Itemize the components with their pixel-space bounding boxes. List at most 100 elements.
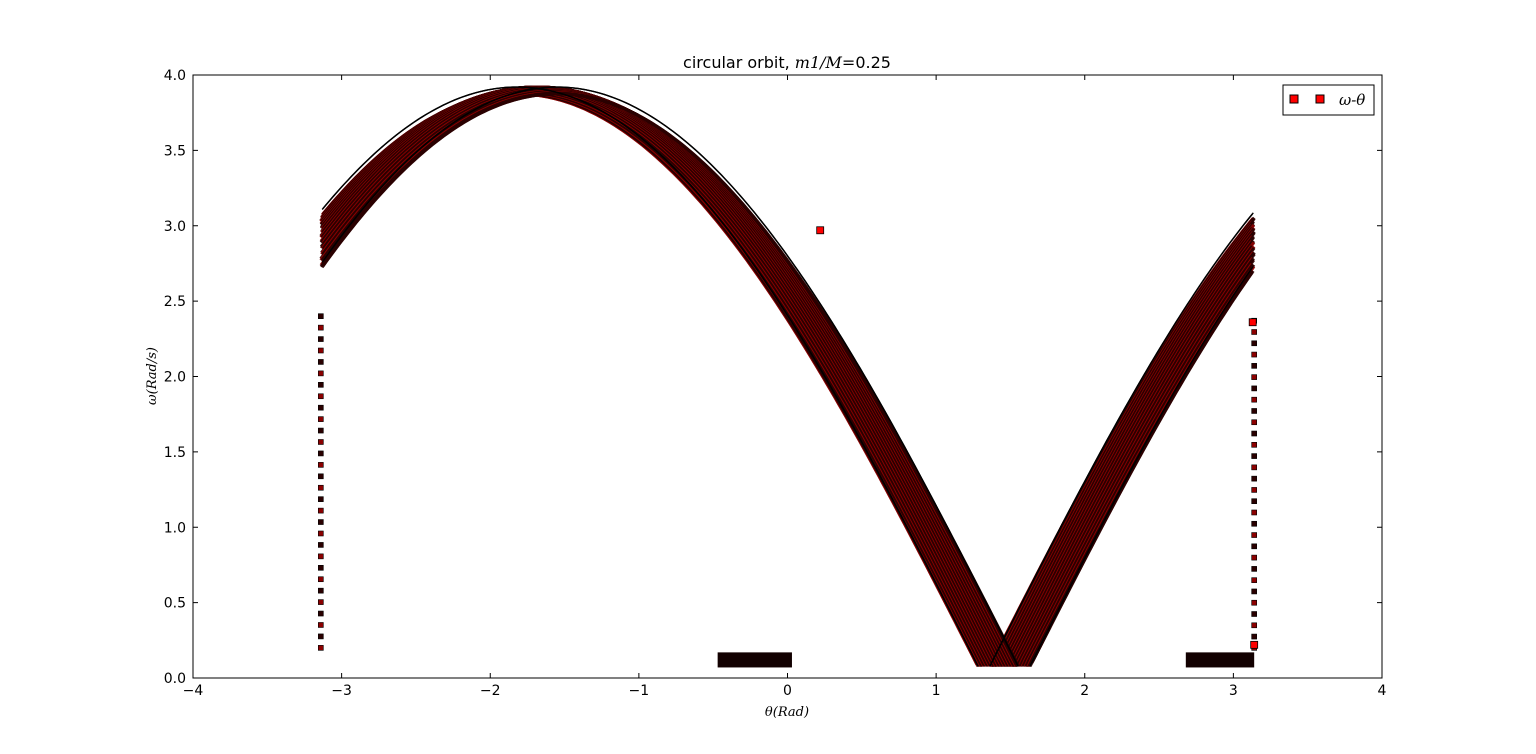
data-point <box>1251 453 1257 459</box>
data-point <box>318 347 324 354</box>
band-edge <box>1031 625 1051 663</box>
data-point <box>318 587 324 594</box>
y-tick-label: 0.0 <box>164 671 186 687</box>
data-point <box>1251 566 1257 572</box>
data-point <box>318 496 324 502</box>
band-bottom <box>717 652 792 668</box>
data-point <box>1251 509 1257 516</box>
data-point <box>1251 543 1257 550</box>
data-point <box>318 610 324 617</box>
omega-theta-series <box>318 85 1259 668</box>
data-point <box>318 462 324 468</box>
legend-marker <box>1289 94 1299 104</box>
data-point <box>318 324 324 331</box>
band-edge <box>321 86 978 665</box>
y-axis-label: ω(Rad/s) <box>145 347 160 405</box>
band-edge <box>991 625 1011 663</box>
data-point <box>318 313 324 320</box>
data-point <box>318 622 324 628</box>
data-point <box>1251 520 1257 527</box>
y-tick-label: 0.5 <box>164 596 186 612</box>
data-point <box>1251 430 1257 437</box>
data-point <box>318 416 324 422</box>
data-point <box>816 226 825 235</box>
band-edge <box>991 213 1253 662</box>
data-point <box>1251 498 1257 505</box>
data-point <box>318 633 324 640</box>
data-point <box>318 393 324 400</box>
data-point <box>318 484 324 491</box>
plot-area <box>318 85 1259 668</box>
data-point <box>318 427 324 434</box>
data-point <box>318 370 324 377</box>
y-tick-label: 2.0 <box>164 370 186 386</box>
data-point <box>1251 385 1257 392</box>
data-point <box>1251 599 1257 606</box>
x-axis-label: θ(Rad) <box>765 705 809 720</box>
orbit-trace <box>320 92 1019 666</box>
y-axis: 0.0 0.5 1.0 1.5 2.0 2.5 3.0 3.5 4.0 <box>164 68 1382 687</box>
x-axis: −4 −3 −2 −1 0 1 2 3 4 <box>183 75 1387 699</box>
data-point <box>1251 363 1257 369</box>
x-tick-label: −3 <box>331 683 352 699</box>
data-point <box>1251 554 1257 561</box>
data-point <box>1251 588 1257 595</box>
legend-label: ω-θ <box>1339 91 1365 109</box>
data-point <box>1251 577 1257 583</box>
data-point <box>318 439 324 445</box>
x-tick-label: 0 <box>783 683 792 699</box>
data-point <box>318 519 324 525</box>
y-tick-label: 2.5 <box>164 294 186 310</box>
data-point <box>1251 329 1257 335</box>
y-tick-label: 3.0 <box>164 219 186 235</box>
x-tick-label: −1 <box>629 683 650 699</box>
data-point <box>1251 622 1257 629</box>
data-point <box>1251 351 1257 358</box>
data-point <box>1251 611 1257 617</box>
data-point <box>1248 318 1257 327</box>
x-tick-label: 1 <box>932 683 941 699</box>
data-point <box>1251 396 1257 403</box>
legend: ω-θ <box>1282 84 1375 116</box>
data-point <box>1250 640 1259 649</box>
x-tick-label: −2 <box>480 683 501 699</box>
data-point <box>1251 419 1257 426</box>
y-tick-label: 1.0 <box>164 520 186 536</box>
data-point <box>1251 340 1257 347</box>
data-point <box>1251 442 1257 448</box>
y-tick-label: 3.5 <box>164 143 186 159</box>
data-point <box>1251 374 1257 380</box>
data-point <box>318 530 324 537</box>
data-point <box>318 404 324 411</box>
data-point <box>1251 532 1257 538</box>
x-tick-label: 4 <box>1378 683 1387 699</box>
band-edge <box>321 86 1018 665</box>
data-point <box>1251 408 1257 414</box>
y-tick-label: 4.0 <box>164 68 186 84</box>
band-edge <box>1032 267 1253 662</box>
chart-title: circular orbit, m1/M=0.25 <box>683 53 891 72</box>
x-tick-label: −4 <box>183 683 204 699</box>
data-point <box>318 359 324 365</box>
data-point <box>318 553 324 560</box>
data-point <box>1251 487 1257 493</box>
data-point <box>318 599 324 605</box>
data-point <box>318 645 324 651</box>
data-point <box>318 450 324 457</box>
data-point <box>318 542 324 548</box>
data-point <box>1251 464 1257 471</box>
data-point <box>318 576 324 583</box>
band-bottom <box>1185 652 1255 668</box>
y-tick-label: 1.5 <box>164 445 186 461</box>
data-point <box>318 507 324 514</box>
data-point <box>318 473 324 480</box>
data-point <box>1251 475 1257 482</box>
data-point <box>318 336 324 342</box>
data-point <box>318 564 324 571</box>
legend-marker <box>1315 94 1325 104</box>
x-tick-label: 2 <box>1080 683 1089 699</box>
data-point <box>318 382 324 388</box>
x-tick-label: 3 <box>1229 683 1238 699</box>
